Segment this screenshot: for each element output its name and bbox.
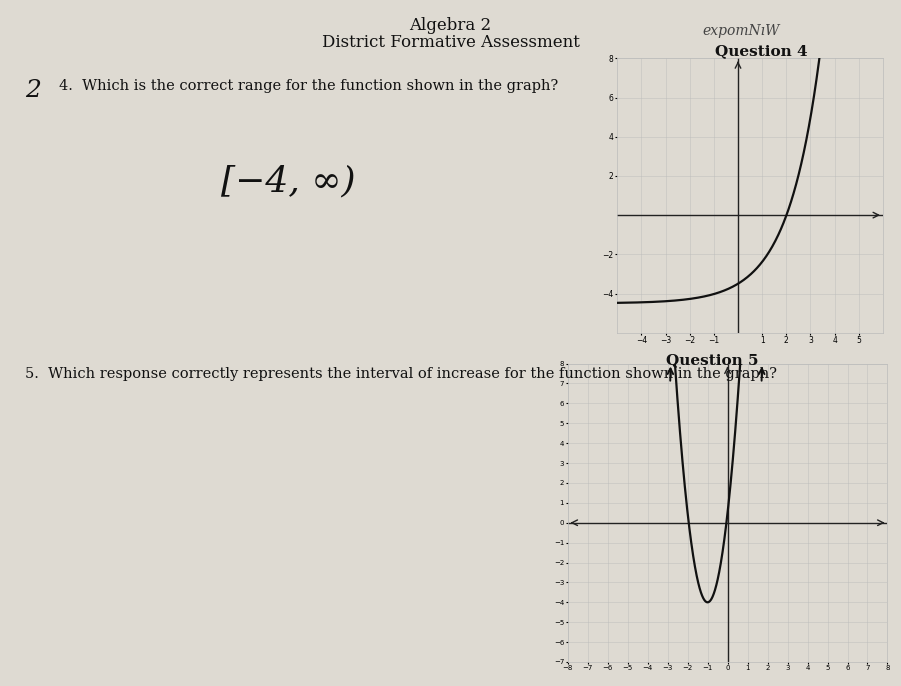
Text: District Formative Assessment: District Formative Assessment: [322, 34, 579, 51]
Text: Algebra 2: Algebra 2: [409, 17, 492, 34]
Text: 5.  Which response correctly represents the interval of increase for the functio: 5. Which response correctly represents t…: [25, 367, 778, 381]
Text: [−4, ∞): [−4, ∞): [221, 165, 356, 199]
Text: 4.  Which is the correct range for the function shown in the graph?: 4. Which is the correct range for the fu…: [59, 79, 558, 93]
Text: Question 5: Question 5: [666, 353, 758, 367]
Text: expomNıW: expomNıW: [703, 24, 780, 38]
Text: Question 4: Question 4: [715, 45, 807, 58]
Text: 2: 2: [25, 79, 41, 102]
